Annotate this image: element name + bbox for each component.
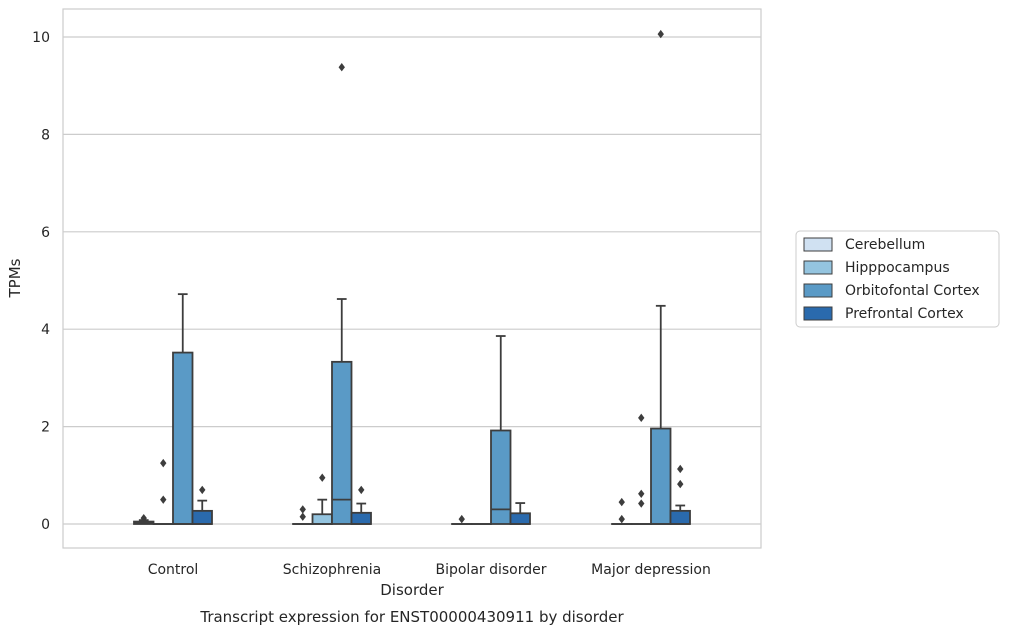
outlier-point bbox=[140, 513, 147, 523]
legend: Cerebellum Hipppocampus Orbitofontal Corte… bbox=[795, 230, 1000, 328]
box-2-3 bbox=[509, 502, 531, 525]
x-tick-label: Bipolar disorder bbox=[435, 562, 546, 578]
box-body bbox=[490, 429, 512, 525]
x-tick-labels: Control Schizophrenia Bipolar disorder Majo… bbox=[148, 562, 711, 578]
legend-swatch bbox=[803, 306, 833, 321]
box-1-2 bbox=[331, 62, 353, 525]
box-body bbox=[669, 509, 691, 525]
legend-label: Hipppocampus bbox=[845, 260, 950, 276]
box-body bbox=[331, 360, 353, 525]
plot-frame bbox=[62, 8, 762, 549]
box-3-0 bbox=[611, 497, 633, 525]
outlier-point bbox=[199, 485, 206, 495]
box-0-2 bbox=[172, 293, 194, 525]
x-tick-label: Major depression bbox=[591, 562, 711, 578]
legend-swatch bbox=[803, 260, 833, 275]
y-tick-label: 2 bbox=[41, 420, 50, 436]
box-2-2 bbox=[490, 335, 512, 525]
legend-label: Cerebellum bbox=[845, 237, 925, 253]
y-tick-label: 6 bbox=[41, 225, 50, 241]
x-tick-label: Control bbox=[148, 562, 199, 578]
box-3-1 bbox=[630, 413, 652, 525]
box-1-0 bbox=[292, 505, 314, 525]
y-axis-title: TPMs bbox=[6, 258, 24, 298]
box-1-3 bbox=[350, 485, 372, 525]
outlier-point bbox=[618, 497, 625, 507]
y-tick-label: 0 bbox=[41, 517, 50, 533]
box-plot-marks bbox=[133, 29, 691, 525]
box-body bbox=[650, 427, 672, 525]
outlier-point bbox=[160, 458, 167, 468]
y-tick-labels: 0 2 4 6 8 10 bbox=[32, 30, 50, 533]
legend-items: Cerebellum Hipppocampus Orbitofontal Corte… bbox=[803, 237, 980, 322]
outlier-point bbox=[299, 505, 306, 514]
outlier-point bbox=[677, 464, 684, 474]
outlier-point bbox=[319, 473, 326, 482]
legend-frame bbox=[795, 230, 1000, 328]
outlier-point bbox=[677, 479, 684, 489]
box-1-1 bbox=[311, 473, 333, 525]
y-tick-label: 8 bbox=[41, 127, 50, 143]
legend-swatch bbox=[803, 237, 833, 252]
y-tick-label: 10 bbox=[32, 30, 50, 46]
box-3-2 bbox=[650, 29, 672, 525]
outlier-point bbox=[338, 62, 345, 72]
chart-caption: Transcript expression for ENST0000043091… bbox=[199, 608, 624, 626]
box-0-3 bbox=[191, 485, 213, 525]
box-body bbox=[311, 513, 333, 525]
box-body bbox=[172, 351, 194, 525]
outlier-point bbox=[618, 514, 625, 524]
legend-label: Orbitofontal Cortex bbox=[845, 283, 980, 299]
box-body bbox=[509, 512, 531, 525]
box-body bbox=[191, 509, 213, 525]
box-3-3 bbox=[669, 464, 691, 525]
outlier-point bbox=[358, 485, 365, 495]
box-2-0 bbox=[451, 514, 473, 525]
outlier-point bbox=[638, 413, 645, 423]
y-tick-label: 4 bbox=[41, 322, 50, 338]
x-axis-title: Disorder bbox=[380, 581, 444, 599]
box-body bbox=[350, 511, 372, 525]
x-tick-label: Schizophrenia bbox=[283, 562, 381, 578]
legend-swatch bbox=[803, 283, 833, 298]
box-0-1 bbox=[152, 458, 174, 525]
outlier-point bbox=[657, 29, 664, 39]
outlier-point bbox=[638, 489, 645, 499]
box-0-0 bbox=[133, 513, 155, 525]
outlier-point bbox=[299, 512, 306, 521]
outlier-point bbox=[458, 514, 465, 524]
legend-label: Prefrontal Cortex bbox=[845, 306, 964, 322]
outlier-point bbox=[638, 499, 645, 508]
outlier-point bbox=[160, 495, 167, 504]
